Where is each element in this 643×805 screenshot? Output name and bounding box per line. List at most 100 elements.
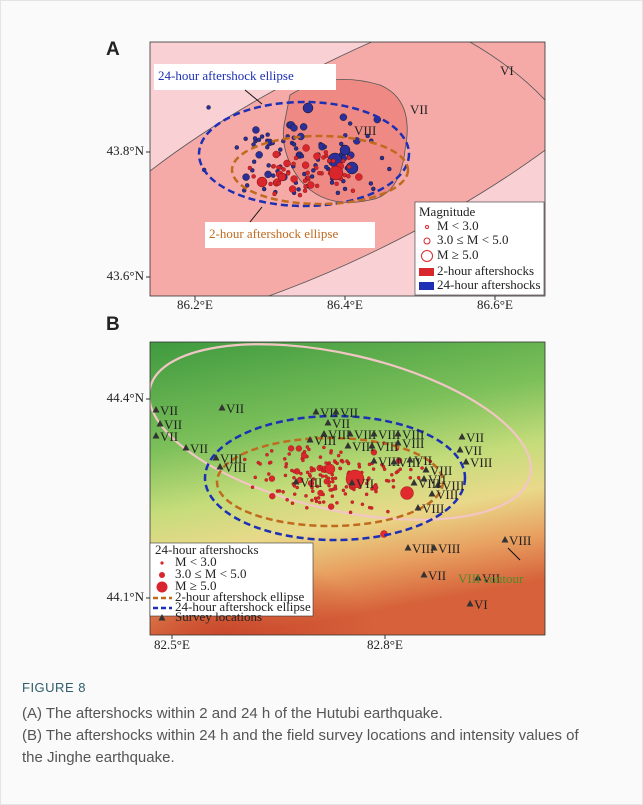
aftershock-2h <box>273 151 280 158</box>
aftershock <box>319 456 322 459</box>
aftershock <box>392 479 395 482</box>
aftershock-24h <box>278 148 282 152</box>
aftershock-24h <box>292 142 296 146</box>
aftershock-2h <box>289 186 296 193</box>
aftershock <box>291 502 294 505</box>
aftershock-24h <box>387 167 391 171</box>
aftershock <box>259 462 262 465</box>
aftershock-2h <box>341 159 345 163</box>
aftershock-2h <box>248 166 252 170</box>
aftershock-2h <box>351 189 355 193</box>
legend-item: 24-hour aftershocks <box>437 277 541 292</box>
aftershock <box>331 495 334 498</box>
aftershock-2h <box>335 182 339 186</box>
aftershock <box>296 445 302 451</box>
legend-item: 3.0 ≤ M < 5.0 <box>437 232 509 247</box>
aftershock <box>372 467 375 470</box>
aftershock <box>267 472 270 475</box>
aftershock-2h <box>278 173 286 181</box>
aftershock-24h <box>244 137 248 141</box>
aftershock-2h <box>355 174 362 181</box>
aftershock-2h <box>317 171 321 175</box>
zone-label: VIII <box>354 123 376 138</box>
aftershock <box>318 490 324 496</box>
intensity-label: VIII <box>376 439 398 454</box>
legend-item: Survey locations <box>175 609 262 624</box>
aftershock <box>301 453 307 459</box>
aftershock-24h <box>324 165 328 169</box>
legend-item: M < 3.0 <box>437 218 479 233</box>
intensity-label: VIII <box>402 436 424 451</box>
aftershock <box>361 503 364 506</box>
aftershock-2h <box>292 162 296 166</box>
aftershock <box>409 476 412 479</box>
aftershock <box>342 489 345 492</box>
aftershock <box>315 500 318 503</box>
aftershock-2h <box>252 174 256 178</box>
aftershock-24h <box>297 187 301 191</box>
x-axis-label: 82.5°E <box>154 637 190 652</box>
aftershock-24h <box>271 174 275 178</box>
page: VIIVIIVIIVIIVIIIVIIIVIIIVIIIVIIIVIIIVIII… <box>0 0 643 805</box>
figure-label: FIGURE 8 <box>22 680 622 695</box>
x-axis-label: 86.2°E <box>177 297 213 312</box>
aftershock <box>337 454 340 457</box>
aftershock <box>307 448 310 451</box>
aftershock-2h <box>306 176 310 180</box>
aftershock <box>285 462 288 465</box>
legend-symbol <box>419 282 434 290</box>
aftershock <box>344 492 347 495</box>
aftershock <box>327 484 330 487</box>
aftershock-24h <box>290 124 297 131</box>
aftershock <box>254 476 257 479</box>
aftershock <box>331 480 334 483</box>
aftershock-2h <box>346 174 350 178</box>
aftershock <box>339 451 342 454</box>
aftershock <box>357 463 360 466</box>
caption: FIGURE 8 (A) The aftershocks within 2 an… <box>22 680 622 769</box>
aftershock <box>292 476 295 479</box>
y-axis-label: 44.1°N <box>107 589 145 604</box>
aftershock <box>284 474 287 477</box>
aftershock-2h <box>276 165 280 169</box>
aftershock-24h <box>243 174 250 181</box>
aftershock <box>282 490 285 493</box>
aftershock-2h <box>324 150 328 154</box>
x-axis-label: 86.6°E <box>477 297 513 312</box>
aftershock-24h <box>348 122 352 126</box>
aftershock <box>334 477 337 480</box>
intensity-label: VIII <box>438 541 460 556</box>
intensity-label: VII <box>356 476 374 491</box>
aftershock <box>313 469 316 472</box>
aftershock <box>335 501 338 504</box>
aftershock-24h <box>323 145 327 149</box>
intensity-label: VI <box>474 597 488 612</box>
aftershock <box>365 493 368 496</box>
panel-label: B <box>106 314 120 335</box>
aftershock <box>293 493 296 496</box>
aftershock-24h <box>266 133 270 137</box>
aftershock <box>317 496 320 499</box>
legend-title: Magnitude <box>419 204 476 219</box>
intensity-label: VIII <box>470 455 492 470</box>
aftershock-2h <box>294 156 298 160</box>
aftershock-24h <box>207 105 211 109</box>
aftershock-2h <box>269 182 273 186</box>
aftershock-24h <box>262 187 266 191</box>
aftershock-24h <box>297 153 301 157</box>
aftershock-24h <box>380 156 384 160</box>
aftershock-2h <box>283 160 290 167</box>
aftershock-2h <box>321 155 325 159</box>
aftershock <box>265 478 268 481</box>
aftershock-2h <box>347 165 351 169</box>
aftershock-24h <box>253 136 257 140</box>
legend-symbol <box>160 561 163 564</box>
aftershock-2h <box>313 153 320 160</box>
aftershock <box>296 486 299 489</box>
aftershock <box>284 465 287 468</box>
aftershock <box>311 490 314 493</box>
panel-label: A <box>106 39 120 60</box>
intensity-label: VII <box>190 441 208 456</box>
aftershock <box>331 477 334 480</box>
